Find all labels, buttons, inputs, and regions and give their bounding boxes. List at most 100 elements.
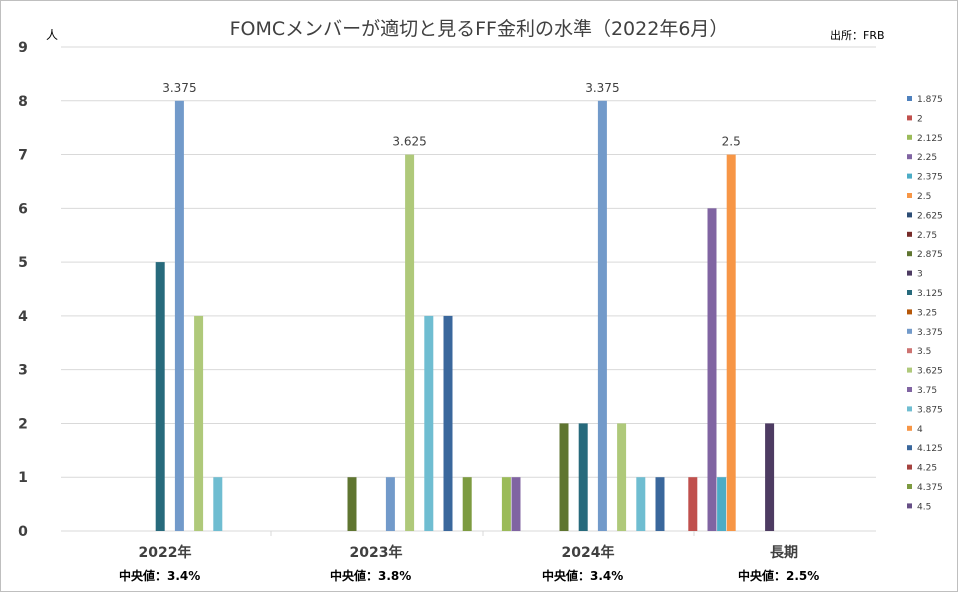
bars	[155, 100, 775, 532]
legend-label: 2.875	[917, 250, 943, 260]
median-label: 中央値：3.8%	[330, 568, 411, 583]
legend-label: 2.5	[917, 192, 931, 202]
bar-3_625	[194, 315, 204, 531]
bar-3_625	[617, 423, 627, 531]
bar-3_875	[213, 477, 223, 531]
legend-swatch	[907, 134, 912, 140]
bar-3_625	[405, 154, 415, 531]
bar-3_375	[385, 477, 395, 531]
legend-swatch	[907, 387, 912, 392]
legend-swatch	[907, 193, 912, 198]
bar-3_875	[424, 315, 434, 531]
y-tick-label: 9	[18, 40, 28, 56]
bar-3	[765, 423, 775, 531]
category-label: 長期	[770, 545, 798, 561]
category-label: 2024年	[562, 544, 615, 561]
median-labels: 中央値：3.4% 中央値：3.8% 中央値：3.4% 中央値：2.5%	[119, 568, 819, 583]
y-tick-label: 7	[18, 148, 28, 164]
category-labels: 2022年 2023年 2024年 長期	[139, 544, 798, 561]
legend-label: 2.375	[917, 173, 943, 183]
data-label: 3.375	[162, 81, 196, 95]
legend-label: 3.25	[917, 308, 937, 318]
legend-label: 3.5	[917, 347, 931, 357]
legend-swatch	[907, 328, 912, 334]
y-tick-label: 3	[18, 363, 28, 379]
bar-3_875	[636, 477, 646, 531]
y-axis-unit: 人	[46, 28, 58, 42]
chart-title: FOMCメンバーが適切と見るFF金利の水準（2022年6月）	[230, 18, 729, 40]
source-note: 出所：FRB	[830, 28, 885, 42]
data-label: 2.5	[722, 135, 741, 149]
legend-label: 2	[917, 114, 923, 124]
data-label: 3.375	[585, 81, 619, 95]
bar-2_25	[707, 208, 717, 532]
legend-swatch	[907, 309, 912, 315]
legend-swatch	[907, 115, 912, 121]
legend-label: 3.625	[917, 367, 943, 377]
legend-swatch	[907, 154, 912, 160]
data-labels: 3.375 3.625 3.375 2.5	[162, 81, 741, 149]
legend-label: 3.375	[917, 328, 943, 338]
legend-label: 3	[917, 270, 923, 280]
legend-label: 4.25	[917, 464, 937, 474]
legend-label: 2.25	[917, 153, 937, 163]
legend-swatch	[907, 348, 912, 354]
legend-swatch	[907, 367, 912, 373]
legend-label: 2.625	[917, 211, 943, 221]
y-tick-label: 8	[18, 94, 28, 110]
category-label: 2023年	[350, 544, 403, 561]
bar-3_125	[578, 423, 588, 531]
legend-swatch	[907, 425, 912, 431]
legend-label: 4.125	[917, 444, 943, 454]
y-tick-label: 6	[18, 201, 28, 217]
legend: 1.875 2 2.125 2.25 2.375 2.5 2.625 2.75 2.875 3 3.…	[907, 95, 943, 512]
y-tick-label: 5	[18, 255, 28, 271]
legend-label: 2.125	[917, 134, 943, 144]
bar-4_125	[655, 477, 665, 531]
legend-swatch	[907, 96, 912, 101]
bar-2_875	[347, 477, 357, 531]
bar-4_125	[443, 315, 453, 531]
y-tick-label: 2	[18, 416, 28, 432]
legend-swatch	[907, 503, 912, 509]
legend-label: 4.5	[917, 502, 931, 512]
legend-swatch	[907, 173, 912, 179]
y-tick-label: 1	[18, 470, 28, 486]
legend-swatch	[907, 251, 912, 257]
legend-label: 1.875	[917, 95, 943, 105]
median-label: 中央値：3.4%	[542, 568, 623, 583]
legend-label: 3.875	[917, 405, 943, 415]
bar-2_25	[511, 477, 521, 531]
bar-3_375	[174, 100, 184, 532]
bar-4_375	[462, 477, 472, 531]
legend-label: 4	[917, 425, 923, 435]
y-tick-label: 0	[18, 524, 28, 540]
legend-label: 4.375	[917, 483, 943, 493]
legend-label: 3.125	[917, 289, 943, 299]
legend-swatch	[907, 231, 912, 237]
legend-swatch	[907, 270, 912, 276]
legend-swatch	[907, 406, 912, 412]
y-axis-ticks: 0 1 2 3 4 5 6 7 8 9	[18, 40, 28, 540]
bar-2_375	[717, 477, 727, 531]
bar-2_875	[559, 423, 569, 531]
legend-label: 3.75	[917, 386, 937, 396]
bar-2_125	[501, 477, 511, 531]
legend-label: 2.75	[917, 231, 937, 241]
legend-swatch	[907, 290, 912, 295]
y-tick-label: 4	[18, 309, 28, 325]
category-label: 2022年	[139, 544, 192, 561]
legend-swatch	[907, 212, 912, 218]
legend-swatch	[907, 445, 912, 451]
legend-swatch	[907, 484, 912, 489]
median-label: 中央値：2.5%	[738, 568, 819, 583]
bar-3_375	[597, 100, 607, 532]
bar-2	[688, 477, 698, 531]
data-label: 3.625	[392, 135, 426, 149]
median-label: 中央値：3.4%	[119, 568, 200, 583]
bar-2_5	[726, 154, 736, 531]
bar-3_125	[155, 262, 165, 531]
legend-swatch	[907, 464, 912, 470]
